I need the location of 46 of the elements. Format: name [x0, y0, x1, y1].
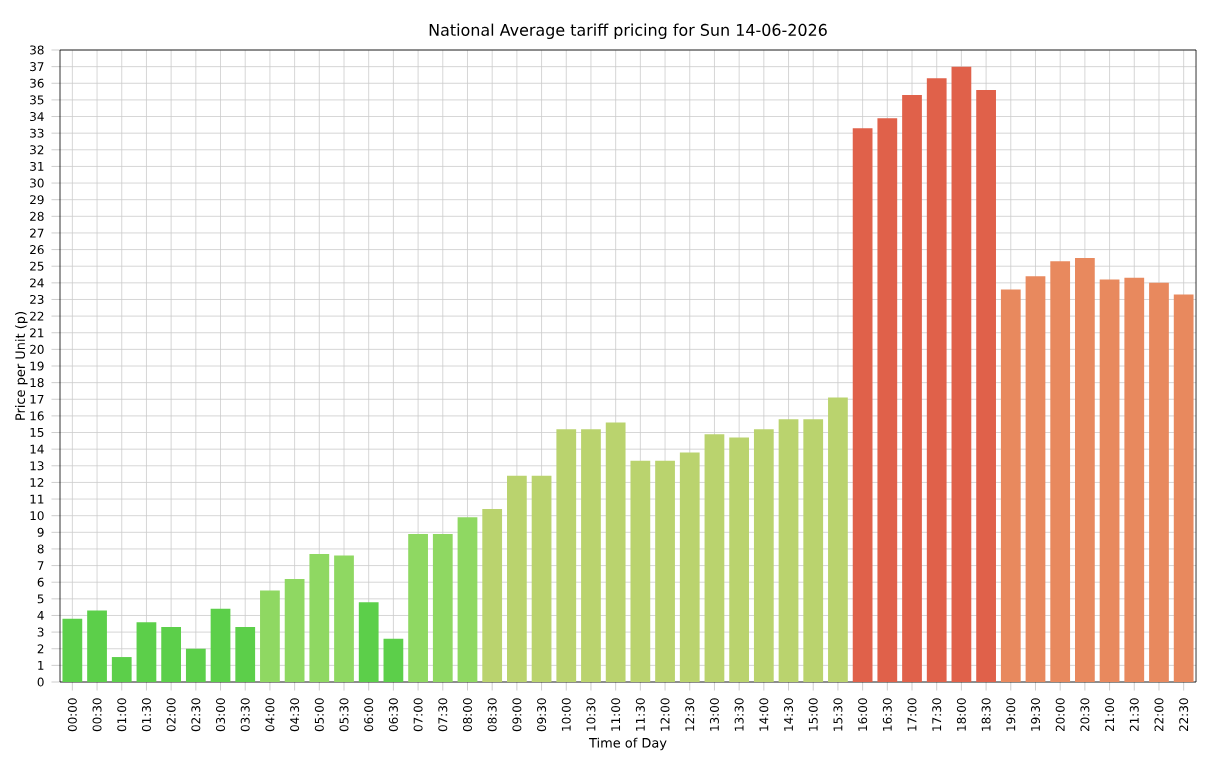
- bar: [1050, 261, 1071, 682]
- bar: [704, 434, 725, 682]
- bar: [803, 419, 824, 682]
- bar: [729, 437, 750, 682]
- bar: [976, 89, 996, 682]
- bar: [581, 429, 601, 682]
- bar: [951, 66, 972, 682]
- bar: [334, 555, 354, 682]
- bar: [753, 429, 774, 682]
- bar: [210, 608, 231, 682]
- bar: [457, 517, 478, 682]
- bar: [62, 618, 83, 682]
- bar: [1099, 279, 1120, 682]
- bar: [309, 553, 330, 682]
- bar: [260, 590, 280, 682]
- bar: [630, 460, 651, 682]
- bar: [482, 509, 503, 682]
- bar: [432, 533, 453, 682]
- bar: [284, 578, 305, 682]
- bar: [655, 460, 675, 682]
- bar: [1025, 276, 1046, 682]
- bar: [605, 422, 626, 682]
- bar: [383, 638, 404, 682]
- bar: [111, 657, 132, 682]
- bar: [136, 622, 157, 682]
- bar: [161, 627, 182, 682]
- bar: [1173, 294, 1194, 682]
- bar: [507, 475, 527, 682]
- bar: [556, 429, 577, 682]
- bar: [926, 78, 947, 682]
- bar: [185, 648, 206, 682]
- bar: [902, 94, 922, 682]
- bar: [1124, 277, 1145, 682]
- bar: [1149, 282, 1169, 682]
- bar: [531, 475, 552, 682]
- bar: [1000, 289, 1021, 682]
- bar: [1075, 257, 1095, 682]
- bar: [852, 128, 873, 682]
- bar: [358, 602, 379, 682]
- bar: [87, 610, 107, 682]
- bar: [877, 118, 898, 682]
- bar: [235, 627, 256, 682]
- bar: [679, 452, 700, 682]
- bar: [408, 533, 428, 682]
- bar: [778, 419, 799, 682]
- bar: [828, 397, 848, 682]
